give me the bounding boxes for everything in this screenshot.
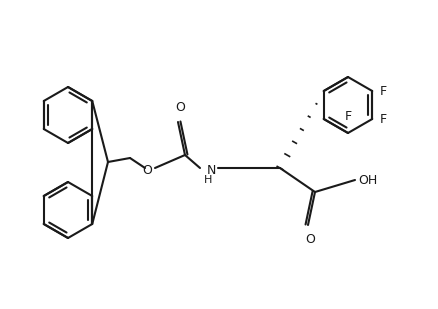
Text: O: O: [142, 163, 152, 176]
Text: N: N: [207, 163, 216, 176]
Text: H: H: [204, 175, 212, 185]
Text: OH: OH: [358, 173, 377, 187]
Text: F: F: [380, 84, 387, 98]
Text: O: O: [305, 233, 315, 246]
Text: F: F: [344, 110, 352, 123]
Text: O: O: [175, 101, 185, 114]
Text: F: F: [380, 112, 387, 125]
